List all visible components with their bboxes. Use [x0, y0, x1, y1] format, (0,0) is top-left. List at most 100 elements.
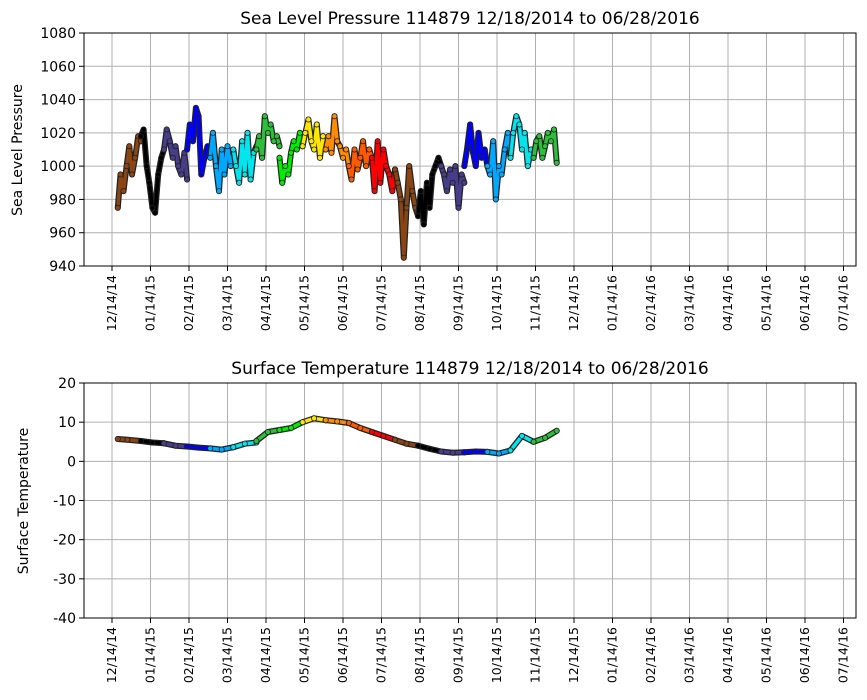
y-axis-label: Sea Level Pressure — [10, 84, 26, 216]
data-series-segment — [230, 129, 260, 186]
data-point — [495, 450, 502, 457]
data-point — [287, 149, 294, 156]
data-point — [325, 133, 332, 140]
data-series-segment — [484, 129, 514, 203]
data-point — [455, 204, 462, 211]
data-point — [440, 171, 447, 178]
data-point — [256, 133, 263, 140]
x-tick-label: 06/14/16 — [797, 275, 812, 331]
data-point — [253, 146, 260, 153]
x-tick-label: 03/14/15 — [220, 627, 235, 683]
x-tick-label: 11/14/15 — [528, 627, 543, 683]
data-point — [507, 154, 514, 161]
data-point — [218, 146, 225, 153]
y-axis-label: Surface Temperature — [16, 428, 32, 574]
data-point — [374, 138, 381, 145]
data-point — [299, 143, 306, 150]
data-point — [357, 154, 364, 161]
data-point — [244, 129, 251, 136]
data-point — [149, 204, 156, 211]
x-tick-label: 09/14/15 — [451, 627, 466, 683]
data-point — [461, 179, 468, 186]
data-point — [339, 154, 346, 161]
data-point — [507, 447, 514, 454]
data-point — [345, 419, 352, 426]
data-point — [146, 179, 153, 186]
data-series-segment — [368, 428, 398, 443]
data-point — [475, 129, 482, 136]
data-point — [498, 171, 505, 178]
x-tick-label: 06/14/16 — [797, 627, 812, 683]
data-point — [426, 445, 433, 452]
x-tick-label: 07/14/16 — [836, 275, 851, 331]
data-point — [123, 163, 130, 170]
data-point — [120, 188, 127, 195]
data-point — [458, 171, 465, 178]
x-tick-label: 08/14/15 — [412, 275, 427, 331]
data-point — [472, 448, 479, 455]
x-tick-label: 02/14/15 — [181, 275, 196, 331]
data-point — [366, 146, 373, 153]
y-tick-label: -20 — [53, 533, 76, 549]
data-point — [261, 113, 268, 120]
x-tick-label: 12/14/15 — [566, 627, 581, 683]
data-point — [449, 179, 456, 186]
data-point — [533, 138, 540, 145]
data-point — [285, 171, 292, 178]
data-point — [184, 176, 191, 183]
data-point — [481, 146, 488, 153]
x-tick-label: 06/14/15 — [335, 275, 350, 331]
x-tick-label: 03/14/16 — [682, 275, 697, 331]
data-point — [198, 171, 205, 178]
data-point — [299, 419, 306, 426]
data-point — [472, 163, 479, 170]
data-point — [377, 179, 384, 186]
data-point — [510, 129, 517, 136]
data-point — [178, 171, 185, 178]
data-point — [495, 163, 502, 170]
y-tick-label: 0 — [67, 454, 76, 470]
data-point — [403, 204, 410, 211]
y-tick-label: -10 — [53, 494, 76, 510]
data-series-segment — [114, 133, 144, 211]
data-point — [273, 133, 280, 140]
x-tick-label: 02/14/16 — [643, 627, 658, 683]
data-point — [478, 154, 485, 161]
data-point — [264, 428, 271, 435]
data-point — [397, 196, 404, 203]
data-series-segment — [345, 138, 375, 183]
data-point — [519, 432, 526, 439]
data-point — [158, 154, 165, 161]
data-point — [386, 171, 393, 178]
data-point — [487, 171, 494, 178]
data-point — [128, 171, 135, 178]
data-point — [513, 113, 520, 120]
chart-title: Surface Temperature 114879 12/18/2014 to… — [231, 359, 708, 379]
data-point — [363, 163, 370, 170]
x-tick-label: 12/14/14 — [104, 627, 119, 683]
data-point — [380, 432, 387, 439]
data-point — [328, 149, 335, 156]
data-point — [551, 126, 558, 133]
data-point — [334, 138, 341, 145]
data-point — [140, 126, 147, 133]
data-point — [542, 143, 549, 150]
data-point — [137, 437, 144, 444]
data-point — [417, 188, 424, 195]
data-point — [391, 436, 398, 443]
x-tick-label: 05/14/16 — [759, 275, 774, 331]
data-point — [406, 163, 413, 170]
x-tick-label: 05/14/16 — [759, 627, 774, 683]
y-tick-label: 10 — [58, 415, 76, 431]
data-point — [530, 154, 537, 161]
data-point — [446, 166, 453, 173]
data-point — [409, 188, 416, 195]
data-point — [172, 442, 179, 449]
data-point — [201, 154, 208, 161]
data-point — [501, 146, 508, 153]
x-tick-label: 07/14/15 — [374, 627, 389, 683]
data-point — [368, 428, 375, 435]
data-point — [359, 138, 366, 145]
data-point — [403, 440, 410, 447]
y-tick-label: -30 — [53, 572, 76, 588]
